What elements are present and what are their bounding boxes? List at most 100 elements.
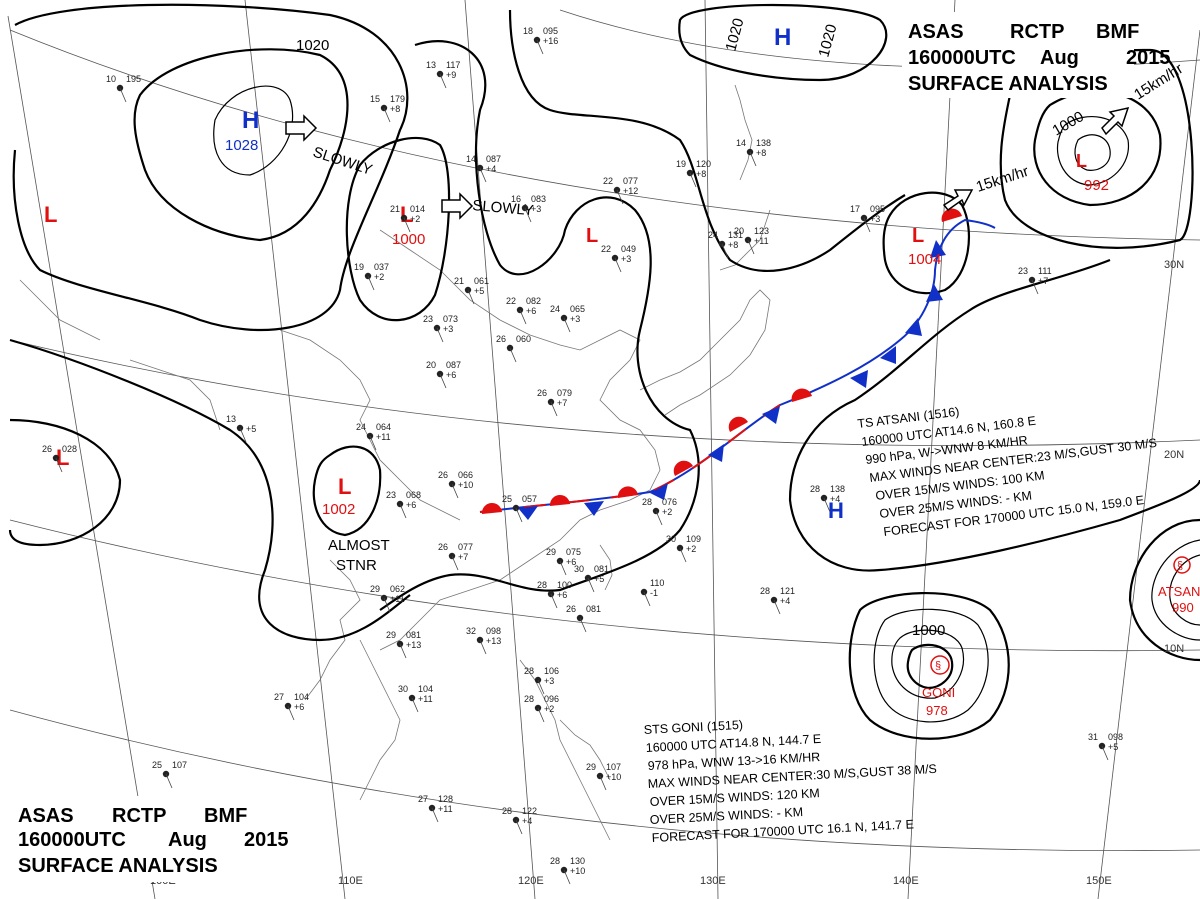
station-pressure: 065 <box>570 304 585 314</box>
station-temperature: 25 <box>502 494 512 504</box>
stationary-front <box>479 208 996 520</box>
station-plot: 24 065+3 <box>550 304 585 333</box>
station-temperature: 26 <box>438 470 448 480</box>
station-pressure: 062 <box>390 584 405 594</box>
station-tendency: +2 <box>410 214 420 224</box>
low-pressure-symbol: L <box>44 202 57 227</box>
station-tendency: +3 <box>443 324 453 334</box>
station-plot: 10 195 <box>106 74 141 103</box>
station-tendency: +8 <box>756 148 766 158</box>
station-tendency: +10 <box>458 480 473 490</box>
station-plot: 18 095+16 <box>523 26 558 55</box>
station-pressure: 014 <box>410 204 425 214</box>
station-tendency: +13 <box>486 636 501 646</box>
station-tendency: +3 <box>870 214 880 224</box>
station-pressure: 107 <box>606 762 621 772</box>
station-tendency: +8 <box>390 104 400 114</box>
isobars <box>8 3 1200 740</box>
typhoon-icon <box>1173 556 1191 574</box>
station-pressure: 087 <box>486 154 501 164</box>
low-pressure-symbol: L <box>912 225 924 247</box>
station-plot: 30 104+11 <box>398 684 433 713</box>
station-temperature: 23 <box>386 490 396 500</box>
motion-label: SLOWLY <box>472 197 535 219</box>
station-tendency: +13 <box>406 640 421 650</box>
station-plot: 20 087+6 <box>426 360 461 389</box>
motion-label: ALMOST <box>328 537 390 554</box>
station-temperature: 27 <box>418 794 428 804</box>
station-temperature: 28 <box>524 694 534 704</box>
station-plot: 19 037+2 <box>354 262 389 291</box>
station-tendency: +10 <box>570 866 585 876</box>
station-pressure: 111 <box>1038 266 1052 276</box>
typhoon-atsani: § ATSANI 990 <box>1158 556 1200 615</box>
station-temperature: 29 <box>546 547 556 557</box>
typhoon-name: GONI <box>922 685 955 700</box>
station-pressure: 095 <box>870 204 885 214</box>
station-temperature: 24 <box>356 422 366 432</box>
station-temperature: 24 <box>708 230 718 240</box>
station-temperature: 30 <box>666 534 676 544</box>
station-plot: 28 122+4 <box>502 806 537 835</box>
motion-label: STNR <box>336 557 377 574</box>
station-pressure: 076 <box>662 497 677 507</box>
station-tendency: +6 <box>406 500 416 510</box>
station-pressure: 122 <box>522 806 537 816</box>
low-pressure-symbol: L <box>586 225 598 247</box>
longitude-label: 140E <box>893 875 919 887</box>
station-pressure: 098 <box>486 626 501 636</box>
station-tendency: +4 <box>486 164 496 174</box>
longitude-label: 150E <box>1086 875 1112 887</box>
longitude-label: 110E <box>338 875 363 887</box>
header-month: Aug <box>1040 47 1079 69</box>
station-temperature: 19 <box>354 262 364 272</box>
station-plot: 29 081+13 <box>386 630 421 659</box>
chart-footer-header: ASAS RCTP BMF 160000UTC Aug 2015 SURFACE… <box>12 796 302 882</box>
low-pressure-symbol: L <box>56 445 69 470</box>
station-temperature: 18 <box>523 26 533 36</box>
footer-code: BMF <box>204 805 247 827</box>
station-temperature: 23 <box>423 314 433 324</box>
station-plot: 22 049+3 <box>601 244 636 273</box>
station-tendency: +9 <box>446 70 456 80</box>
header-title: SURFACE ANALYSIS <box>908 73 1108 95</box>
station-pressure: 068 <box>406 490 421 500</box>
station-pressure: 081 <box>594 564 609 574</box>
station-temperature: 16 <box>511 194 521 204</box>
typhoon-pressure: 990 <box>1172 600 1194 615</box>
station-plot: 14 138+8 <box>736 138 771 167</box>
header-time: 160000UTC <box>908 47 1016 69</box>
station-plot: 26 079+7 <box>537 388 572 417</box>
station-temperature: 26 <box>42 444 52 454</box>
footer-station: RCTP <box>112 805 166 827</box>
station-plot: 29 107+10 <box>586 762 621 791</box>
station-pressure: 079 <box>557 388 572 398</box>
station-tendency: +3 <box>544 676 554 686</box>
station-pressure: 179 <box>390 94 405 104</box>
station-temperature: 20 <box>734 226 744 236</box>
pressure-value: 1000 <box>392 231 425 248</box>
station-pressure: 073 <box>443 314 458 324</box>
movement-arrow-icon <box>285 114 318 142</box>
station-temperature: 10 <box>106 74 116 84</box>
station-plot: 23 111+7 <box>1018 266 1052 295</box>
station-tendency: +2 <box>374 272 384 282</box>
station-plot: 23 073+3 <box>423 314 458 343</box>
station-temperature: 29 <box>386 630 396 640</box>
pressure-value: 1028 <box>225 137 258 154</box>
typhoon-goni: § GONI 978 <box>922 655 955 718</box>
station-plot: 28 076+2 <box>642 497 677 526</box>
station-plot: 20 123+11 <box>734 226 769 255</box>
footer-time: 160000UTC <box>18 829 126 851</box>
station-pressure: 082 <box>526 296 541 306</box>
station-plot: 28 106+3 <box>524 666 559 695</box>
station-plot: 26 028 <box>42 444 77 473</box>
station-tendency: +10 <box>606 772 621 782</box>
latitude-label: 20N <box>1164 449 1184 461</box>
station-tendency: +5 <box>474 286 484 296</box>
station-tendency: +2 <box>686 544 696 554</box>
station-temperature: 28 <box>550 856 560 866</box>
station-temperature: 28 <box>810 484 820 494</box>
station-tendency: +6 <box>294 702 304 712</box>
station-plot: 25 057 <box>502 494 537 523</box>
